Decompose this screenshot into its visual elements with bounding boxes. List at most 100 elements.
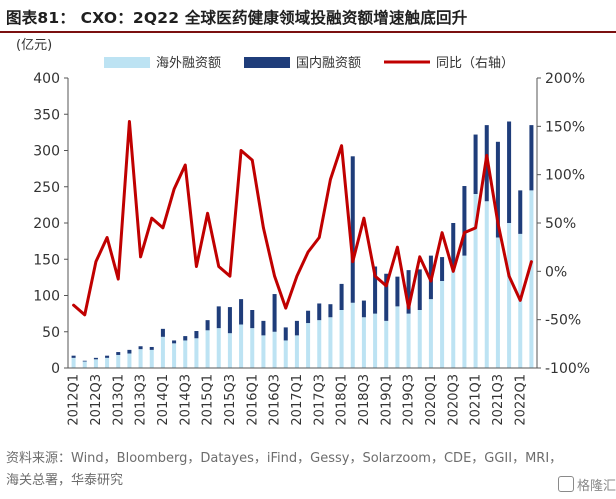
y-tick-label: 150	[33, 252, 60, 268]
bar-overseas	[216, 328, 221, 368]
bar-overseas	[105, 357, 110, 368]
legend-label-yoy: 同比（右轴）	[436, 56, 514, 71]
bar-domestic	[361, 300, 366, 318]
bar-domestic	[283, 327, 288, 341]
bar-domestic	[160, 328, 165, 337]
bar-domestic	[183, 336, 188, 341]
x-tick-label: 2014Q3	[178, 374, 193, 426]
bar-overseas	[395, 306, 400, 368]
bar-overseas	[116, 354, 121, 368]
bar-overseas	[227, 333, 232, 368]
legend-swatch-overseas	[104, 57, 150, 68]
bar-domestic	[518, 190, 523, 234]
bar-domestic	[495, 141, 500, 238]
title-rule	[0, 31, 616, 33]
bar-domestic	[272, 294, 277, 332]
series-line-yoy	[72, 120, 533, 317]
y2-tick-label: -50%	[545, 313, 581, 329]
bar-overseas	[361, 317, 366, 368]
bar-overseas	[328, 317, 333, 368]
bar-overseas	[205, 330, 210, 368]
bar-overseas	[417, 310, 422, 368]
bar-domestic	[339, 283, 344, 310]
x-tick-label: 2019Q1	[379, 374, 394, 426]
bar-domestic	[82, 360, 87, 362]
bar-overseas	[272, 331, 277, 368]
bar-overseas	[350, 302, 355, 368]
bar-overseas	[306, 323, 311, 368]
bar-domestic	[529, 125, 534, 191]
y2-tick-label: -100%	[545, 361, 590, 377]
bar-overseas	[261, 335, 266, 368]
bar-domestic	[105, 355, 110, 358]
y-tick-label: 0	[51, 361, 60, 377]
bar-overseas	[138, 349, 143, 368]
source-note: 资料来源：Wind，Bloomberg，Datayes，iFind，Gessy，…	[6, 451, 563, 488]
bar-overseas	[71, 357, 76, 368]
bar-domestic	[194, 331, 199, 339]
y2-tick-label: 150%	[545, 119, 585, 135]
bar-overseas	[384, 320, 389, 368]
x-tick-label: 2017Q1	[290, 374, 305, 426]
watermark: 格隆汇	[558, 473, 616, 495]
bar-overseas	[451, 266, 456, 368]
bar-overseas	[507, 223, 512, 368]
bar-domestic	[451, 223, 456, 267]
y-tick-label: 350	[33, 107, 60, 123]
bar-domestic	[384, 273, 389, 321]
bar-domestic	[93, 357, 98, 360]
x-tick-label: 2021Q3	[491, 374, 506, 426]
bar-domestic	[138, 346, 143, 350]
bar-domestic	[417, 269, 422, 310]
bar-overseas	[239, 324, 244, 368]
x-tick-label: 2021Q1	[469, 374, 484, 426]
y-tick-label: 300	[33, 144, 60, 160]
bar-overseas	[440, 281, 445, 368]
bar-overseas	[160, 336, 165, 368]
y-tick-label: 250	[33, 180, 60, 196]
bar-overseas	[82, 361, 87, 368]
bar-domestic	[317, 303, 322, 321]
bar-domestic	[216, 306, 221, 329]
x-tick-label: 2013Q1	[111, 374, 126, 426]
watermark-logo-icon	[558, 476, 574, 492]
bar-domestic	[227, 307, 232, 334]
x-tick-label: 2016Q1	[245, 374, 260, 426]
bar-overseas	[294, 335, 299, 368]
bar-domestic	[350, 156, 355, 303]
bar-overseas	[93, 359, 98, 368]
bar-overseas	[484, 201, 489, 368]
watermark-text: 格隆汇	[577, 479, 616, 494]
bar-overseas	[495, 237, 500, 368]
x-tick-label: 2020Q1	[424, 374, 439, 426]
bar-domestic	[116, 352, 121, 355]
bar-overseas	[406, 313, 411, 368]
bar-domestic	[440, 257, 445, 281]
bar-domestic	[462, 186, 467, 256]
x-tick-label: 2022Q1	[513, 374, 528, 426]
y2-tick-label: 100%	[545, 168, 585, 184]
bar-domestic	[261, 320, 266, 336]
bar-overseas	[462, 255, 467, 368]
y-tick-label: 100	[33, 289, 60, 305]
chart: (亿元) 0 50 100 150 200 250 300 350 400 -100% -50% 0% 5…	[16, 38, 590, 426]
bar-domestic	[294, 320, 299, 336]
bar-overseas	[428, 299, 433, 368]
bar-domestic	[473, 134, 478, 194]
x-tick-label: 2017Q3	[312, 374, 327, 426]
bar-domestic	[406, 270, 411, 314]
x-tick-label: 2018Q1	[335, 374, 350, 426]
bar-domestic	[205, 320, 210, 331]
x-tick-label: 2020Q3	[446, 374, 461, 426]
bar-overseas	[339, 310, 344, 368]
x-tick-label: 2016Q3	[268, 374, 283, 426]
x-tick-label: 2019Q3	[402, 374, 417, 426]
bar-domestic	[395, 276, 400, 307]
x-tick-label: 2018Q3	[357, 374, 372, 426]
bar-overseas	[250, 328, 255, 368]
bar-overseas	[172, 343, 177, 368]
x-tick-label: 2012Q1	[67, 374, 82, 426]
bar-overseas	[473, 194, 478, 368]
figure-header: 图表81： CXO：2Q22 全球医药健康领域投融资额增速触底回升	[0, 0, 616, 33]
bar-domestic	[172, 340, 177, 344]
